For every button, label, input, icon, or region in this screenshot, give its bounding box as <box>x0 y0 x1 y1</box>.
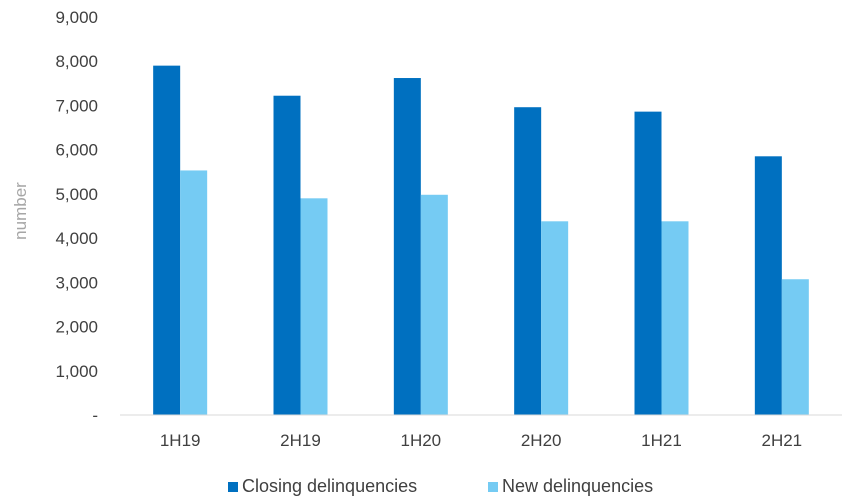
bar-new-1h19 <box>180 170 208 415</box>
y-tick-label: - <box>92 406 98 425</box>
y-axis-ticks: - 1,000 2,000 3,000 4,000 5,000 6,000 7,000 8,00… <box>55 8 98 425</box>
y-tick-label: 3,000 <box>55 273 98 292</box>
bar-new-1h20 <box>420 194 448 415</box>
y-tick-label: 4,000 <box>55 229 98 248</box>
bar-closing-1h19 <box>153 65 181 416</box>
x-tick-label: 1H19 <box>160 431 201 450</box>
bar-closing-2h19 <box>273 95 301 416</box>
x-tick-label: 1H20 <box>401 431 442 450</box>
y-tick-label: 8,000 <box>55 52 98 71</box>
legend-label-closing: Closing delinquencies <box>242 476 417 496</box>
bars <box>153 65 809 416</box>
legend-label-new: New delinquencies <box>502 476 653 496</box>
bar-closing-1h21 <box>634 111 662 415</box>
y-tick-label: 1,000 <box>55 362 98 381</box>
bar-new-2h21 <box>781 279 809 415</box>
bar-new-1h21 <box>661 221 689 415</box>
x-axis-ticks: 1H19 2H19 1H20 2H20 1H21 2H21 <box>160 431 802 450</box>
legend-swatch-closing <box>228 482 238 492</box>
bar-closing-2h20 <box>514 107 542 416</box>
bar-new-2h20 <box>541 221 569 415</box>
bar-new-2h19 <box>300 198 328 415</box>
y-tick-label: 5,000 <box>55 185 98 204</box>
x-tick-label: 2H21 <box>762 431 803 450</box>
x-tick-label: 2H20 <box>521 431 562 450</box>
y-tick-label: 2,000 <box>55 318 98 337</box>
y-tick-label: 7,000 <box>55 96 98 115</box>
bar-closing-1h20 <box>393 78 421 415</box>
y-tick-label: 6,000 <box>55 141 98 160</box>
legend: Closing delinquencies New delinquencies <box>228 476 653 496</box>
x-tick-label: 2H19 <box>280 431 321 450</box>
y-tick-label: 9,000 <box>55 8 98 27</box>
x-tick-label: 1H21 <box>641 431 682 450</box>
y-axis-title: number <box>11 182 30 240</box>
legend-swatch-new <box>488 482 498 492</box>
bar-closing-2h21 <box>754 156 782 416</box>
